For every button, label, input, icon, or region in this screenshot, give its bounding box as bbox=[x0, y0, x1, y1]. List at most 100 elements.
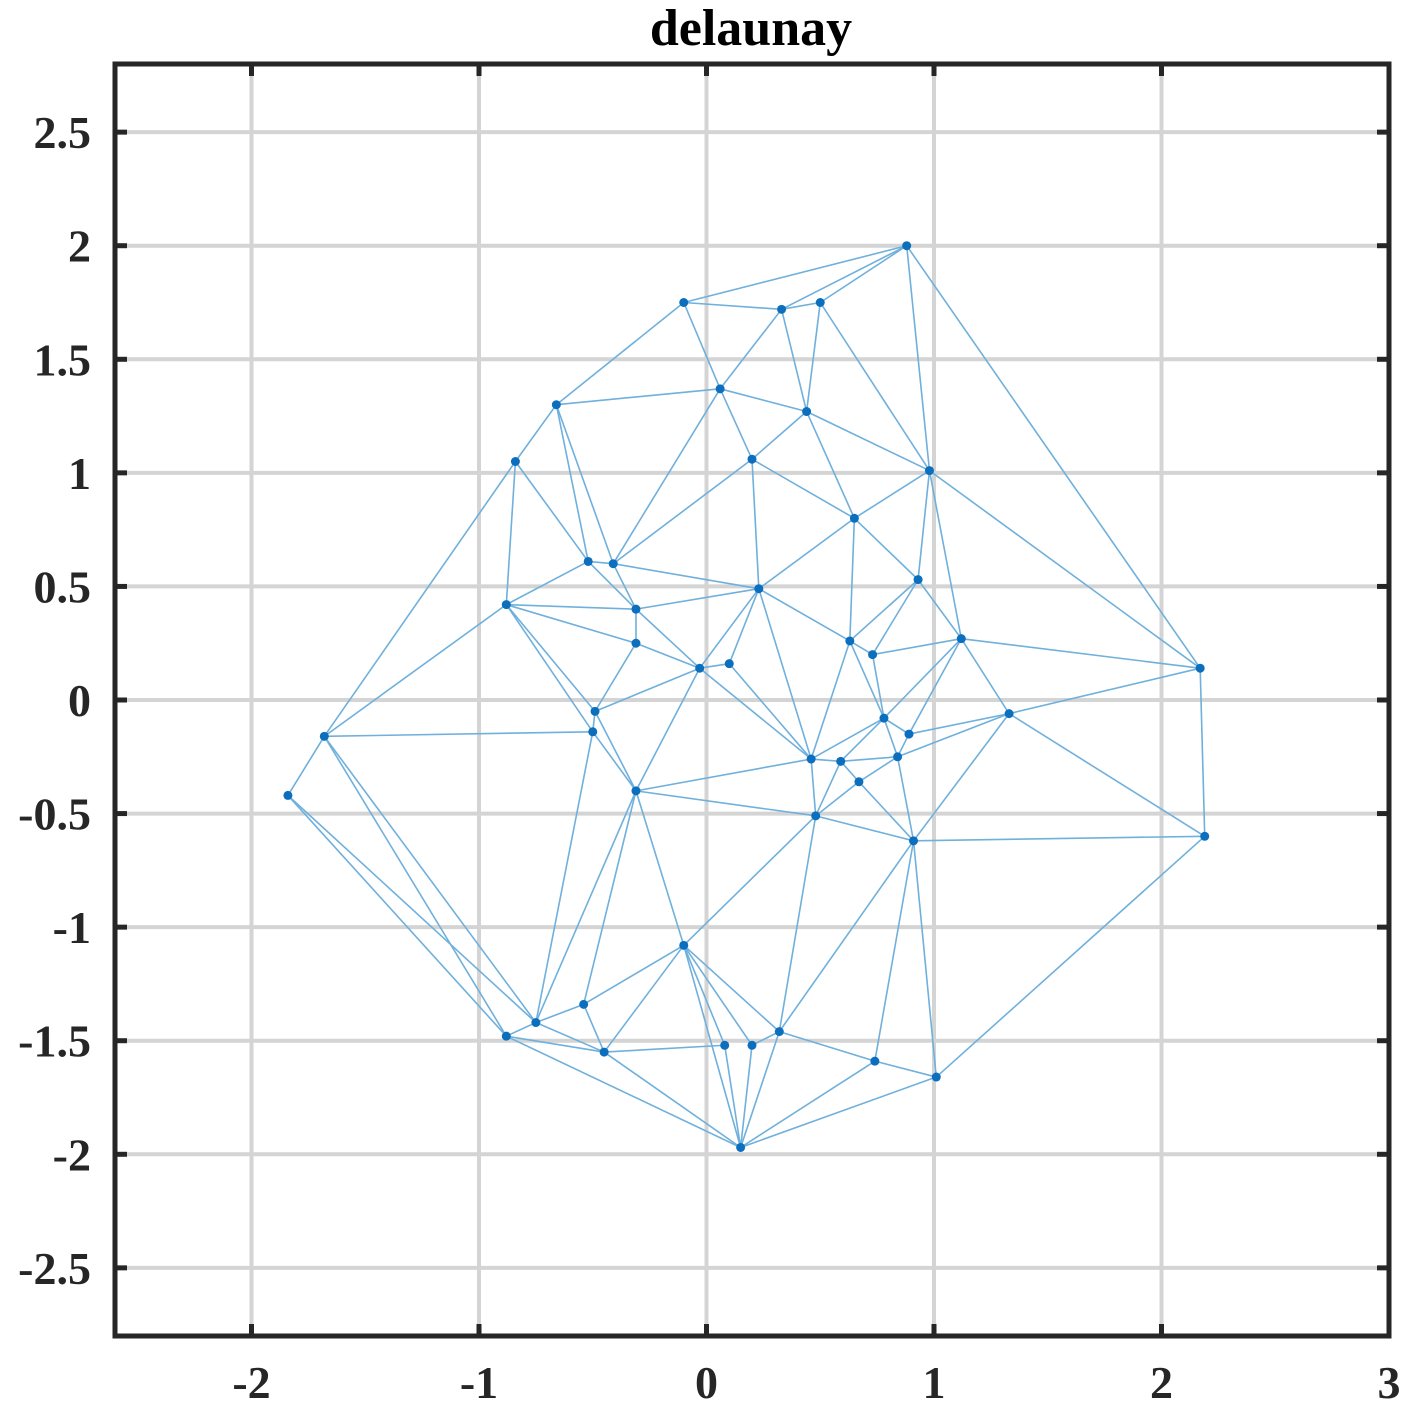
data-point bbox=[631, 604, 641, 614]
data-point bbox=[695, 663, 705, 673]
triangulation-edge bbox=[514, 404, 557, 462]
triangulation-edge bbox=[582, 1004, 605, 1053]
triangulation-edge bbox=[810, 758, 817, 816]
triangulation-edge bbox=[751, 410, 808, 460]
triangulation-edge bbox=[819, 245, 908, 304]
data-point bbox=[631, 786, 641, 796]
triangulation-edges bbox=[287, 244, 1206, 1149]
y-tick-label: 1 bbox=[68, 448, 91, 499]
triangulation-edge bbox=[592, 731, 637, 792]
triangulation-edge bbox=[594, 667, 700, 713]
data-points bbox=[283, 241, 1210, 1152]
data-point bbox=[893, 752, 903, 762]
y-tick-label: 2.5 bbox=[34, 107, 92, 158]
triangulation-edge bbox=[505, 461, 517, 605]
triangulation-edge bbox=[935, 835, 1206, 1078]
data-point bbox=[913, 575, 923, 585]
triangulation-edge bbox=[719, 388, 753, 460]
data-point bbox=[608, 559, 618, 569]
triangulation-edge bbox=[778, 840, 915, 1033]
data-point bbox=[501, 600, 511, 610]
triangulation-edge bbox=[758, 588, 851, 642]
data-point bbox=[836, 756, 846, 766]
data-point bbox=[283, 790, 293, 800]
x-axis-tick-labels: -2 -1 0 1 2 3 bbox=[232, 1357, 1400, 1408]
data-point bbox=[583, 556, 593, 566]
data-point bbox=[924, 466, 934, 476]
y-axis-tick-labels: 2.5 2 1.5 1 0.5 0 -0.5 -1 -1.5 -2 -2.5 bbox=[18, 107, 91, 1294]
data-point bbox=[551, 400, 561, 410]
triangulation-edge bbox=[871, 654, 885, 719]
triangulation-edge bbox=[912, 840, 938, 1078]
triangulation-edge bbox=[635, 608, 701, 669]
triangulation-edge bbox=[810, 640, 851, 760]
data-point bbox=[588, 727, 598, 737]
triangulation-edge bbox=[505, 604, 594, 733]
data-point bbox=[870, 1056, 880, 1066]
triangulation-edge bbox=[683, 944, 780, 1033]
triangulation-edge bbox=[683, 944, 753, 1046]
triangulation-edge bbox=[810, 717, 885, 760]
triangulation-edge bbox=[781, 301, 821, 311]
triangulation-edge bbox=[1008, 667, 1201, 715]
data-point bbox=[931, 1072, 941, 1082]
triangulation-edge bbox=[287, 794, 507, 1037]
triangulation-edge bbox=[853, 469, 930, 519]
data-point bbox=[956, 634, 966, 644]
triangulation-edge bbox=[683, 302, 721, 390]
triangulation-edge bbox=[805, 302, 822, 412]
triangulation-edge bbox=[751, 458, 855, 519]
data-point bbox=[319, 731, 329, 741]
triangulation-edge bbox=[683, 945, 726, 1046]
triangulation-edge bbox=[780, 309, 808, 412]
triangulation-edge bbox=[603, 1051, 742, 1149]
triangulation-edge bbox=[723, 1045, 742, 1148]
data-point bbox=[868, 650, 878, 660]
triangulation-edge bbox=[758, 588, 812, 760]
triangulation-edge bbox=[683, 244, 907, 304]
triangulation-edge bbox=[612, 458, 753, 565]
triangulation-edge bbox=[505, 604, 596, 712]
triangulation-edge bbox=[906, 245, 1201, 669]
triangulation-edge bbox=[683, 301, 782, 311]
triangulation-edge bbox=[728, 588, 760, 664]
triangulation-edge bbox=[1008, 712, 1206, 837]
triangulation-edge bbox=[819, 302, 931, 472]
data-point bbox=[854, 777, 864, 787]
y-tick-label: 1.5 bbox=[34, 334, 92, 385]
data-point bbox=[579, 999, 589, 1009]
triangulation-edge bbox=[874, 1060, 937, 1078]
y-tick-label: 2 bbox=[68, 221, 91, 272]
data-point bbox=[599, 1047, 609, 1057]
triangulation-edge bbox=[587, 560, 637, 610]
triangulation-edge bbox=[635, 587, 759, 610]
triangulation-edge bbox=[535, 1003, 584, 1024]
x-tick-label: 2 bbox=[1150, 1357, 1173, 1408]
triangulation-edge bbox=[849, 518, 856, 641]
y-tick-label: -0.5 bbox=[18, 789, 91, 840]
y-tick-label: 0 bbox=[68, 675, 91, 726]
triangulation-edge bbox=[583, 944, 685, 1006]
data-point bbox=[590, 706, 600, 716]
x-tick-label: -1 bbox=[460, 1357, 498, 1408]
triangulation-edge bbox=[613, 562, 759, 590]
data-point bbox=[715, 384, 725, 394]
triangulation-edge bbox=[594, 642, 637, 712]
triangulation-edge bbox=[699, 588, 760, 669]
data-point bbox=[510, 457, 520, 466]
data-point bbox=[806, 754, 816, 764]
data-point bbox=[777, 304, 787, 314]
triangulation-edge bbox=[287, 794, 537, 1024]
triangulation-edge bbox=[603, 944, 685, 1053]
triangulation-edge bbox=[917, 470, 931, 580]
triangulation-edge bbox=[840, 717, 885, 762]
triangulation-edge bbox=[535, 731, 594, 1023]
triangulation-edge bbox=[506, 1035, 605, 1053]
triangulation-edge bbox=[874, 840, 915, 1062]
data-point bbox=[501, 1031, 511, 1041]
triangulation-edge bbox=[928, 470, 963, 639]
triangulation-edge bbox=[740, 1060, 876, 1149]
triangulation-edge bbox=[840, 760, 860, 783]
triangulation-edge bbox=[814, 760, 842, 817]
